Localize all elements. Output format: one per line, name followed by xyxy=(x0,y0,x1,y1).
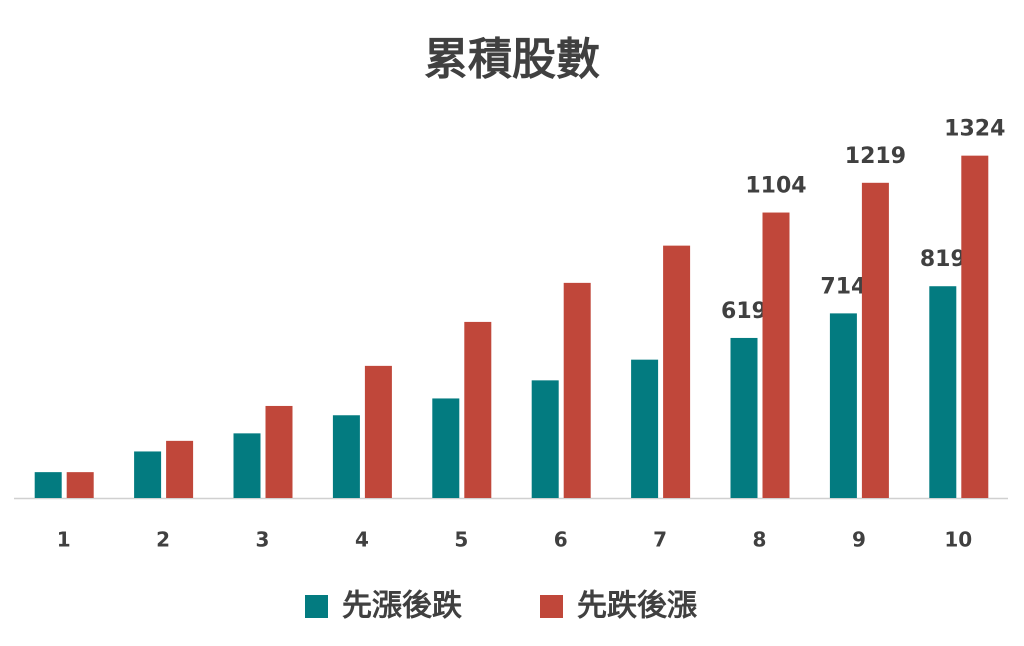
data-label: 619 xyxy=(721,299,767,324)
data-label: 714 xyxy=(820,274,866,299)
x-tick-label: 2 xyxy=(156,528,170,552)
bar xyxy=(134,451,162,498)
bar xyxy=(34,472,62,498)
data-label: 819 xyxy=(920,247,966,272)
x-tick-label: 5 xyxy=(454,528,468,552)
legend-swatch xyxy=(540,595,563,618)
x-tick-label: 9 xyxy=(852,528,866,552)
data-label: 1324 xyxy=(944,117,1005,142)
bar xyxy=(861,182,889,498)
legend-label: 先跌後漲 xyxy=(577,589,698,624)
bar xyxy=(66,472,94,498)
x-tick-label: 8 xyxy=(753,528,767,552)
legend-swatch xyxy=(305,595,328,618)
bar xyxy=(332,415,360,498)
data-label: 1219 xyxy=(845,144,906,169)
chart-title: 累積股數 xyxy=(424,34,600,85)
bar xyxy=(663,245,691,498)
bar xyxy=(730,337,758,498)
bar xyxy=(762,212,790,498)
x-tick-label: 3 xyxy=(256,528,270,552)
bar xyxy=(961,155,989,498)
bar xyxy=(929,286,957,498)
x-tick-label: 1 xyxy=(57,528,71,552)
bar xyxy=(432,398,460,498)
bar xyxy=(233,433,261,498)
bar xyxy=(464,321,492,498)
bar xyxy=(166,440,194,498)
legend-label: 先漲後跌 xyxy=(342,589,462,624)
bar xyxy=(265,405,293,498)
bar xyxy=(531,380,559,498)
bar xyxy=(364,365,392,498)
x-tick-label: 6 xyxy=(554,528,568,552)
x-tick-label: 4 xyxy=(355,528,369,552)
bar xyxy=(563,282,591,498)
x-tick-label: 10 xyxy=(944,528,972,552)
bar xyxy=(631,359,659,498)
data-label: 1104 xyxy=(745,174,806,199)
x-tick-label: 7 xyxy=(653,528,667,552)
bar xyxy=(829,313,857,498)
